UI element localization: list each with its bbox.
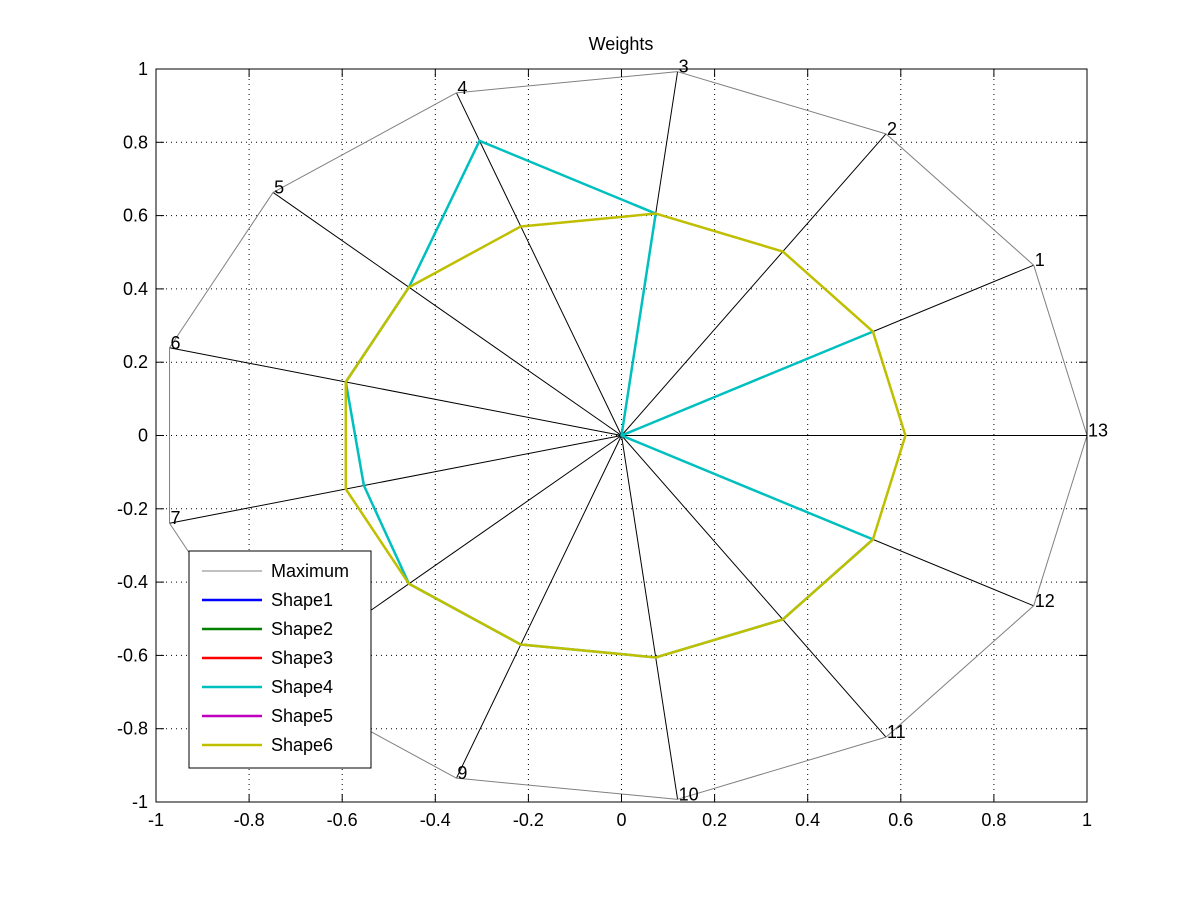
- legend: Maximum Shape1 Shape2 Shape3 Shape4 Shape5 Sha…: [188, 550, 372, 769]
- spoke-label: 9: [457, 763, 467, 783]
- series-line-maximum: [169, 71, 1088, 800]
- y-tick-label: -0.6: [117, 645, 148, 665]
- spoke-label: 12: [1035, 591, 1055, 611]
- x-tick-label: 0.4: [795, 810, 820, 830]
- y-tick-label: -0.2: [117, 499, 148, 519]
- spoke-label: 3: [679, 57, 689, 77]
- chart-title: Weights: [589, 34, 654, 54]
- legend-box: [188, 550, 372, 769]
- y-tick-label: 1: [138, 59, 148, 79]
- spoke-line: [272, 192, 622, 436]
- spoke-line: [455, 92, 622, 436]
- spoke-label: 2: [887, 119, 897, 139]
- y-tick-label: 0.2: [123, 352, 148, 372]
- spoke-label: 11: [887, 722, 906, 742]
- x-tick-label: 0: [616, 810, 626, 830]
- spoke-label: 4: [457, 78, 467, 98]
- y-tick-label: -0.8: [117, 719, 148, 739]
- spoke-line: [169, 435, 622, 524]
- spoke-label: 7: [171, 508, 181, 528]
- y-tick-label: 0.4: [123, 279, 148, 299]
- x-tick-label: -0.8: [234, 810, 265, 830]
- spoke-line: [455, 435, 622, 779]
- x-tick-label: -0.6: [327, 810, 358, 830]
- x-tick-label: 0.2: [702, 810, 727, 830]
- legend-label: Shape3: [271, 648, 333, 668]
- spoke-line: [169, 347, 622, 436]
- legend-label: Maximum: [271, 561, 349, 581]
- y-tick-label: 0: [138, 426, 148, 446]
- legend-label: Shape2: [271, 619, 333, 639]
- series-line-shape6: [344, 212, 907, 659]
- spoke-line: [621, 435, 679, 800]
- y-tick-label: 0.6: [123, 206, 148, 226]
- spoke-label: 13: [1088, 421, 1108, 441]
- y-tick-label: -0.4: [117, 572, 148, 592]
- x-tick-label: 0.8: [981, 810, 1006, 830]
- y-tick-label: -1: [132, 792, 148, 812]
- x-tick-label: -0.2: [513, 810, 544, 830]
- axis-ticks: -1 -0.8 -0.6 -0.4 -0.2 0 0.2 0.4 0.6 0.8 110.80.60…: [117, 59, 1092, 830]
- spoke-label: 10: [679, 784, 699, 804]
- legend-label: Shape6: [271, 735, 333, 755]
- spoke-line: [621, 435, 887, 738]
- legend-label: Shape1: [271, 590, 333, 610]
- x-tick-label: -0.4: [420, 810, 451, 830]
- spoke-label: 6: [171, 333, 181, 353]
- series-layer: [169, 71, 1088, 800]
- spoke-label: 5: [274, 177, 284, 197]
- spoke-line: [621, 133, 887, 436]
- legend-label: Shape5: [271, 706, 333, 726]
- legend-label: Shape4: [271, 677, 333, 697]
- x-tick-label: -1: [148, 810, 164, 830]
- x-tick-label: 1: [1082, 810, 1092, 830]
- spoke-label: 1: [1035, 250, 1045, 270]
- x-tick-label: 0.6: [888, 810, 913, 830]
- y-tick-label: 0.8: [123, 132, 148, 152]
